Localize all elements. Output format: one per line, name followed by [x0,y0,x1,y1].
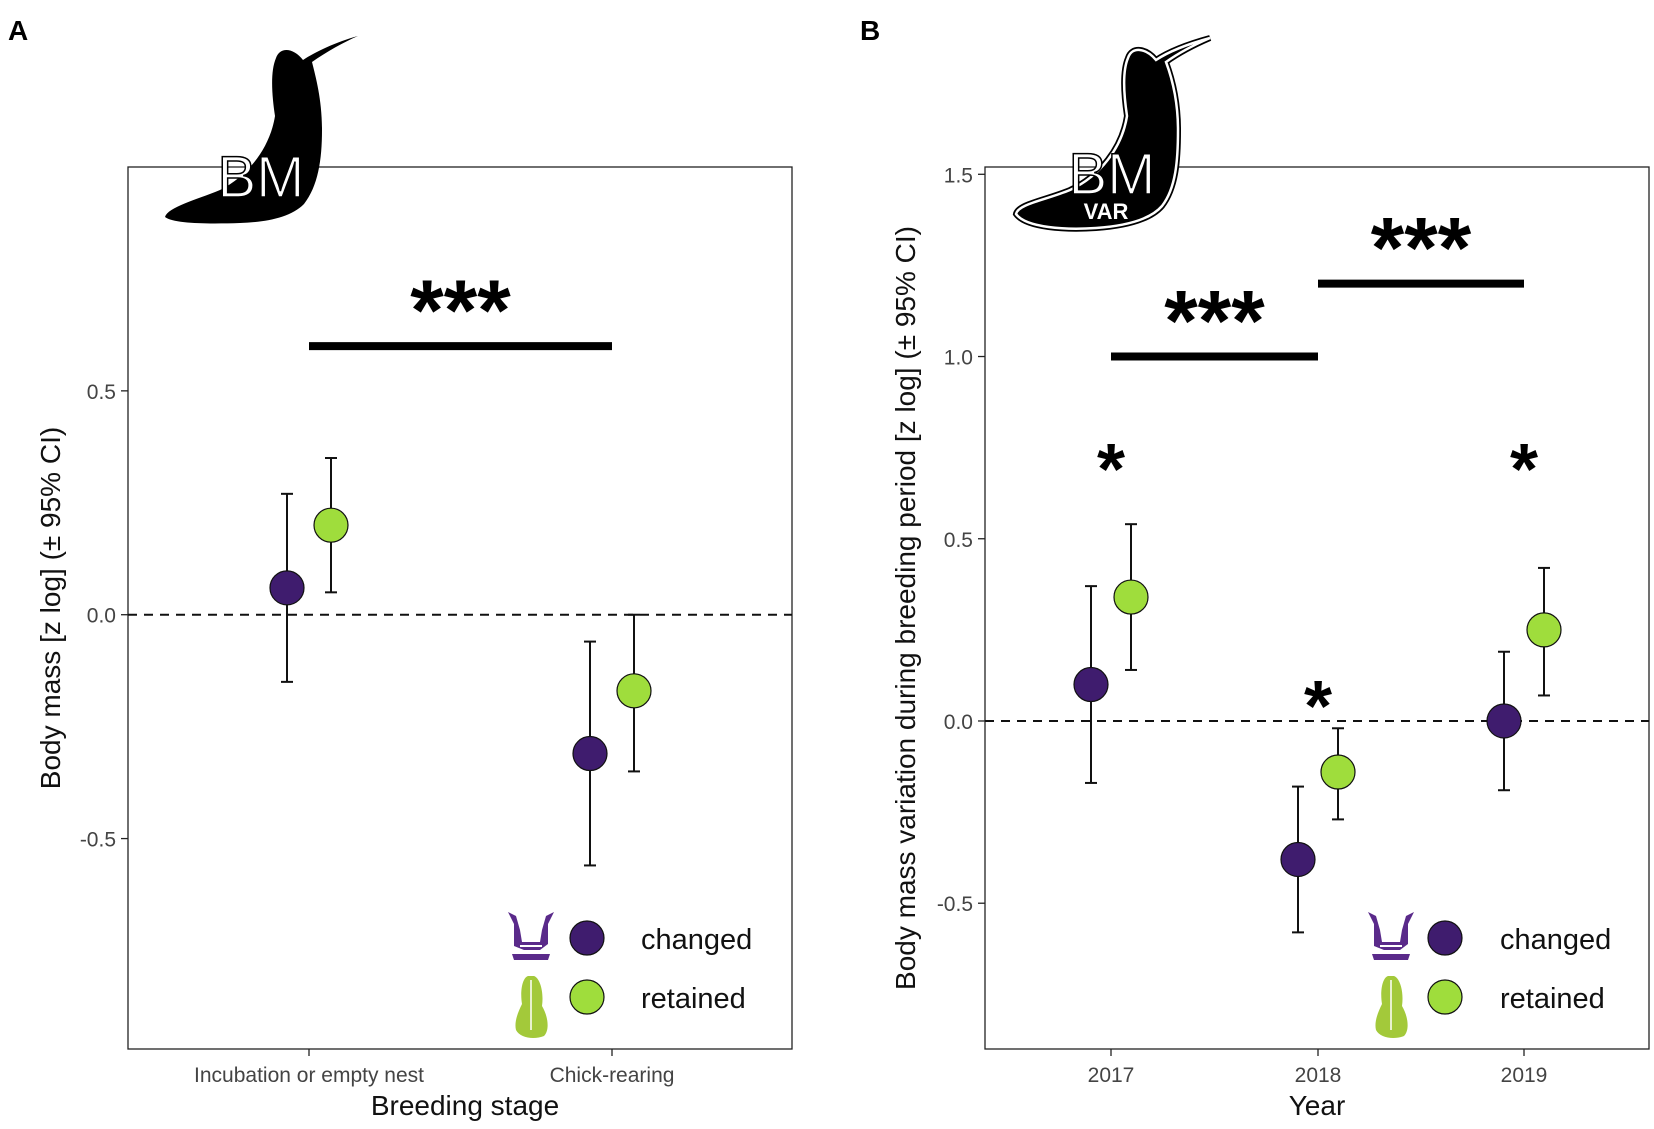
y-tick-label: 0.0 [944,711,973,734]
plot-frame-b [984,166,1650,1050]
y-tick-label: 1.0 [944,347,973,370]
point-changed [1073,666,1109,703]
legend-label-retained: retained [1500,983,1605,1015]
x-tick-label: Incubation or empty nest [194,1064,424,1087]
point-significance-label: * [1510,430,1538,510]
point-retained [313,507,349,543]
changed-bird-icon [508,912,554,960]
point-changed [269,570,305,606]
legend-marker-retained [1427,979,1463,1015]
x-tick-label: 2018 [1295,1064,1342,1087]
legend-b: changed retained [1368,912,1611,1038]
bm-icon-label-b: BM [1069,142,1156,207]
point-changed [1486,703,1522,739]
loon-outline-icon [1012,35,1212,232]
x-tick-label: 2019 [1501,1064,1548,1087]
y-tick-label: -0.5 [937,893,973,916]
legend-marker-changed [569,920,605,956]
significance-label: *** [410,263,511,359]
point-changed [1280,841,1316,878]
y-axis-title-b: Body mass variation during breeding peri… [890,226,921,990]
panel-label-b: B [860,15,880,46]
bm-icon-label-a: BM [218,145,305,210]
loon-silhouette-icon [165,36,358,224]
panel-a: A BM -0.5 0.0 0.5 Incubation or empty nest C… [8,15,793,1121]
y-axis-title-a: Body mass [z log] (± 95% CI) [35,427,66,789]
significance-label: *** [1371,201,1472,297]
legend-label-changed: changed [641,924,752,956]
y-tick-label: 0.0 [87,605,116,628]
retained-bird-icon [515,976,548,1038]
y-tick-label: 1.5 [944,164,973,187]
legend-label-changed: changed [1500,924,1611,956]
x-axis-title-b: Year [1289,1090,1346,1121]
x-tick-label: Chick-rearing [550,1064,675,1087]
point-changed [572,735,608,772]
significance-label: *** [1164,274,1265,370]
point-retained [1526,612,1562,648]
y-tick-label: -0.5 [80,829,116,852]
point-significance-label: * [1097,430,1125,510]
x-tick-label: 2017 [1088,1064,1135,1087]
retained-bird-icon [1375,976,1408,1038]
y-tick-label: 0.5 [944,529,973,552]
x-axis-title-a: Breeding stage [371,1090,559,1121]
legend-a: changed retained [508,912,752,1038]
panel-label-a: A [8,15,28,46]
point-significance-label: * [1304,667,1332,747]
point-retained [1113,579,1149,615]
point-retained [1320,754,1356,790]
y-tick-label: 0.5 [87,381,116,404]
var-icon-label-b: VAR [1084,199,1129,224]
plot-frame-a [127,166,793,1050]
legend-marker-retained [569,979,605,1015]
legend-label-retained: retained [641,983,746,1015]
point-retained [616,673,652,709]
changed-bird-icon [1368,912,1414,960]
legend-marker-changed [1427,920,1463,956]
plot-area-a: -0.5 0.0 0.5 Incubation or empty nest Chick-… [80,263,792,1087]
